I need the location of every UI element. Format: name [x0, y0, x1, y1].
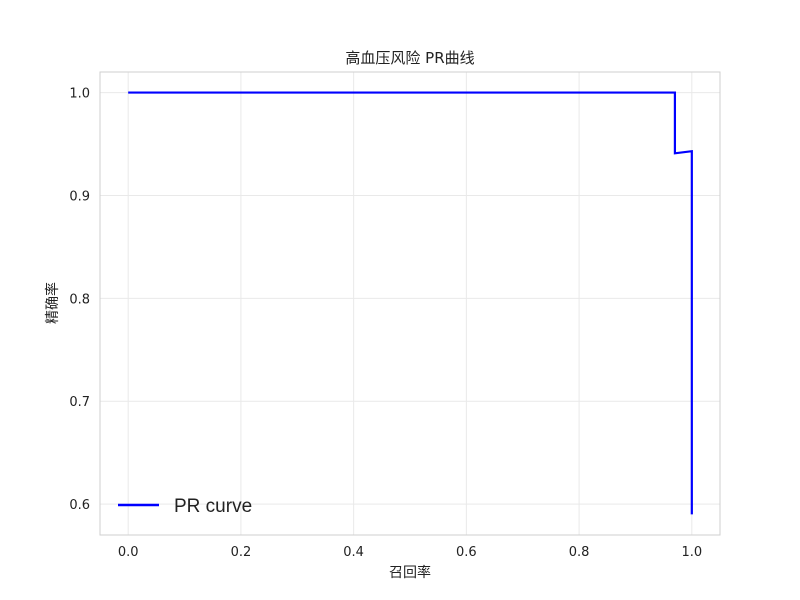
- y-tick-label: 0.8: [69, 292, 90, 307]
- legend: PR curve: [118, 496, 252, 517]
- x-tick-label: 0.4: [343, 545, 364, 560]
- legend-label-pr-curve: PR curve: [174, 496, 252, 517]
- series-line-pr-curve: [128, 91, 693, 515]
- grid-lines: [100, 72, 720, 535]
- series-layer: [128, 91, 693, 515]
- plot-frame: [99, 71, 721, 536]
- y-tick-label: 1.0: [69, 87, 90, 102]
- y-tick-label: 0.9: [69, 189, 90, 204]
- tick-labels: 0.0 0.2 0.4 0.6 0.8 1.0 0.6 0.7 0.8 0.9 1.0: [69, 87, 702, 560]
- chart-title: 高血压风险 PR曲线: [345, 49, 474, 67]
- x-tick-label: 1.0: [681, 545, 702, 560]
- y-tick-label: 0.6: [69, 498, 90, 513]
- x-axis-label: 召回率: [389, 564, 431, 581]
- y-tick-label: 0.7: [69, 395, 90, 410]
- x-tick-label: 0.8: [569, 545, 590, 560]
- x-tick-label: 0.2: [231, 545, 252, 560]
- x-tick-label: 0.6: [456, 545, 477, 560]
- y-axis-label: 精确率: [44, 282, 61, 324]
- x-tick-label: 0.0: [118, 545, 139, 560]
